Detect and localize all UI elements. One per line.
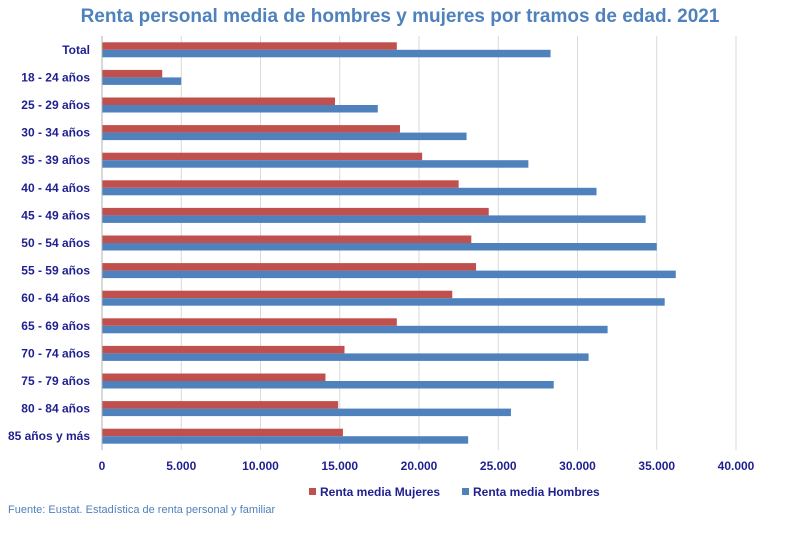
legend-swatch: [309, 488, 316, 495]
x-tick-label: 15.000: [321, 459, 358, 473]
category-label: 45 - 49 años: [21, 208, 90, 222]
bar-hombres: [102, 105, 378, 113]
category-label: 60 - 64 años: [21, 291, 90, 305]
category-label: 80 - 84 años: [21, 402, 90, 416]
bar-hombres: [102, 408, 511, 417]
bar-mujeres: [102, 373, 326, 381]
category-label: 70 - 74 años: [21, 346, 90, 360]
x-tick-label: 0: [99, 459, 106, 473]
bar-hombres: [102, 270, 676, 279]
x-tick-labels: 0 5.000 10.000 15.000 20.000 25.000 30.000 35.0…: [99, 459, 755, 473]
bar-mujeres: [102, 69, 163, 78]
bar-hombres: [102, 243, 657, 251]
bar-mujeres: [102, 152, 423, 161]
legend-label: Renta media Mujeres: [320, 485, 440, 499]
category-label: 40 - 44 años: [21, 181, 90, 195]
legend-swatch: [462, 488, 469, 495]
bar-mujeres: [102, 180, 459, 188]
bar-hombres: [102, 77, 182, 85]
category-label: 50 - 54 años: [21, 236, 90, 250]
category-label: 18 - 24 años: [21, 70, 90, 84]
category-label: 75 - 79 años: [21, 374, 90, 388]
bar-hombres: [102, 132, 467, 141]
x-tick-label: 20.000: [401, 459, 438, 473]
bar-mujeres: [102, 235, 472, 243]
bar-mujeres: [102, 318, 397, 326]
category-label: 55 - 59 años: [21, 264, 90, 278]
bar-hombres: [102, 436, 469, 444]
bar-hombres: [102, 49, 551, 58]
category-label: 25 - 29 años: [21, 98, 90, 112]
bar-hombres: [102, 160, 529, 168]
bar-mujeres: [102, 345, 345, 354]
category-labels: Total 18 - 24 años 25 - 29 años 30 - 34 año…: [8, 43, 90, 443]
bar-mujeres: [102, 428, 343, 437]
bar-hombres: [102, 298, 665, 306]
bars: [102, 42, 676, 444]
bar-mujeres: [102, 125, 400, 133]
bar-mujeres: [102, 401, 339, 409]
bar-mujeres: [102, 97, 335, 105]
bar-mujeres: [102, 263, 477, 271]
x-tick-label: 40.000: [718, 459, 755, 473]
bar-hombres: [102, 215, 646, 223]
legend: Renta media Mujeres Renta media Hombres: [309, 485, 600, 499]
bar-hombres: [102, 381, 554, 389]
bar-mujeres: [102, 207, 489, 216]
x-tick-label: 10.000: [242, 459, 279, 473]
category-label: Total: [62, 43, 90, 57]
bar-hombres: [102, 325, 608, 334]
x-tick-label: 25.000: [480, 459, 517, 473]
x-tick-label: 30.000: [559, 459, 596, 473]
bar-mujeres: [102, 290, 453, 299]
x-tick-label: 5.000: [166, 459, 196, 473]
category-label: 35 - 39 años: [21, 153, 90, 167]
source-note: Fuente: Eustat. Estadística de renta per…: [8, 504, 276, 516]
legend-label: Renta media Hombres: [473, 485, 600, 499]
category-label: 30 - 34 años: [21, 126, 90, 140]
category-label: 65 - 69 años: [21, 319, 90, 333]
bar-mujeres: [102, 42, 397, 50]
bar-hombres: [102, 187, 597, 196]
bar-hombres: [102, 353, 589, 361]
category-label: 85 años y más: [8, 429, 90, 443]
x-tick-label: 35.000: [638, 459, 675, 473]
chart-title: Renta personal media de hombres y mujere…: [80, 6, 720, 27]
